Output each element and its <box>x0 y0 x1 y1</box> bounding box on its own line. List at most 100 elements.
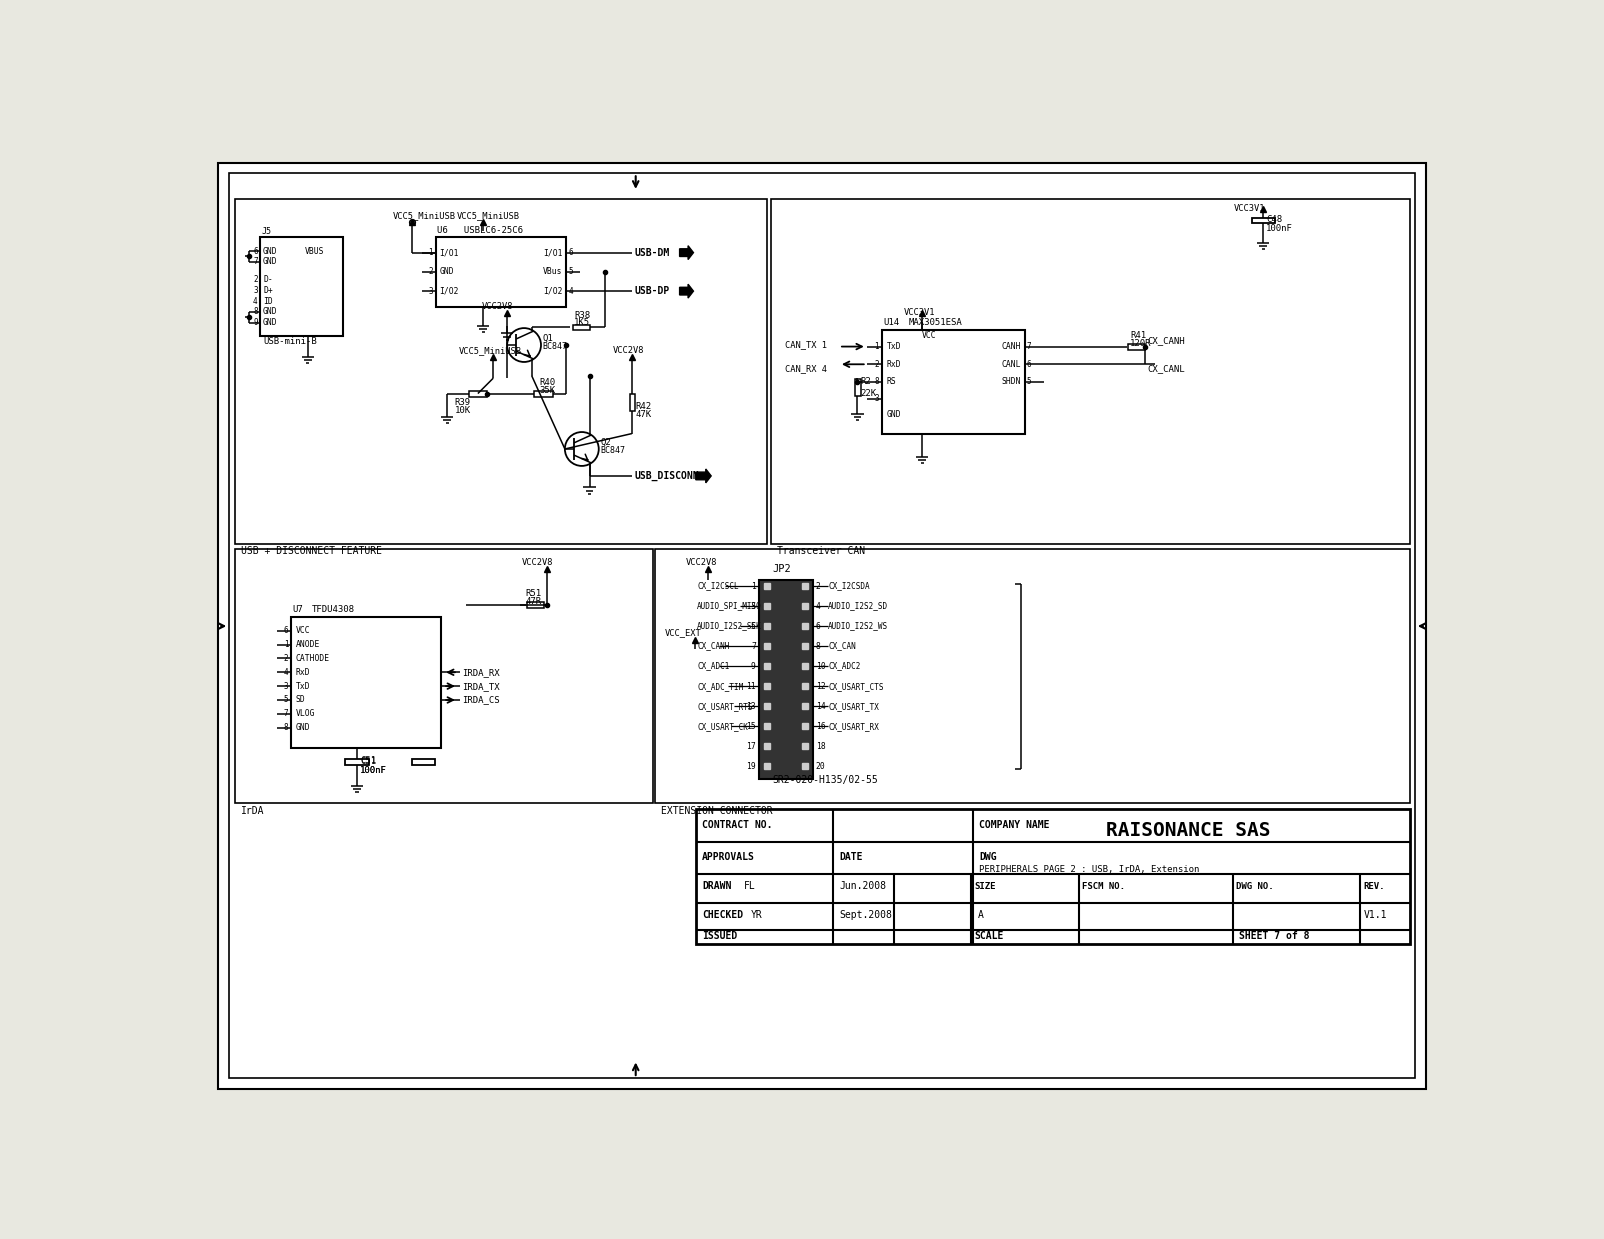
Text: 1: 1 <box>874 342 879 351</box>
Text: C48: C48 <box>1266 216 1283 224</box>
Text: IRDA_CS: IRDA_CS <box>462 695 500 705</box>
Text: J5: J5 <box>261 227 271 235</box>
Text: R51: R51 <box>526 590 542 598</box>
Text: 6: 6 <box>1027 359 1031 369</box>
Text: V1.1: V1.1 <box>1363 909 1387 919</box>
Bar <box>855 379 861 395</box>
Text: DRAWN: DRAWN <box>703 881 731 891</box>
Text: USB_DISCONN: USB_DISCONN <box>634 471 699 481</box>
Text: 9: 9 <box>751 662 755 670</box>
Text: C51: C51 <box>359 756 377 766</box>
Text: 3: 3 <box>751 602 755 611</box>
Text: 8: 8 <box>284 724 289 732</box>
Text: CX_CANH: CX_CANH <box>1147 336 1185 344</box>
Text: 4: 4 <box>253 296 258 306</box>
Text: 1: 1 <box>751 581 755 591</box>
Text: Transceiver CAN: Transceiver CAN <box>778 546 866 556</box>
Text: USB-DP: USB-DP <box>635 286 670 296</box>
Text: 22K: 22K <box>861 389 877 398</box>
Bar <box>290 617 441 748</box>
Text: R39: R39 <box>456 398 472 408</box>
Text: CX_I2CSCL: CX_I2CSCL <box>698 581 739 591</box>
Text: RAISONANCE SAS: RAISONANCE SAS <box>1107 821 1270 840</box>
Text: 2: 2 <box>253 275 258 284</box>
Text: 47R: 47R <box>526 597 542 606</box>
Text: 19: 19 <box>746 762 755 771</box>
Text: MAX3051ESA: MAX3051ESA <box>909 318 962 327</box>
Text: DWG: DWG <box>978 852 996 862</box>
Text: 10K: 10K <box>456 406 472 415</box>
Bar <box>345 760 369 766</box>
Text: CX_CAN: CX_CAN <box>828 642 857 650</box>
Text: TxD: TxD <box>295 681 310 690</box>
Text: CX_USART_CTS: CX_USART_CTS <box>828 681 884 690</box>
Text: 100nF: 100nF <box>359 766 387 774</box>
Text: USB-mini-B: USB-mini-B <box>263 337 316 347</box>
Bar <box>236 549 653 803</box>
Text: SHDN: SHDN <box>1001 378 1020 387</box>
Text: 7: 7 <box>284 710 289 719</box>
Text: CX_USART_RX: CX_USART_RX <box>828 721 879 731</box>
Text: VCC2V8: VCC2V8 <box>613 346 645 354</box>
Text: IRDA_RX: IRDA_RX <box>462 668 500 676</box>
Text: 14: 14 <box>816 701 826 711</box>
Text: BC847: BC847 <box>600 446 626 455</box>
Text: GND: GND <box>295 724 310 732</box>
Text: CANH: CANH <box>1001 342 1020 351</box>
Text: FL: FL <box>744 881 755 891</box>
Text: VCC: VCC <box>922 331 937 341</box>
Text: 1: 1 <box>428 248 433 258</box>
Text: 2: 2 <box>428 268 433 276</box>
Text: VBus: VBus <box>544 268 563 276</box>
Text: VCC_EXT: VCC_EXT <box>666 628 701 637</box>
Text: 100nF: 100nF <box>359 767 387 776</box>
Text: EXTENSION CONNECTOR: EXTENSION CONNECTOR <box>661 805 773 815</box>
Text: 9: 9 <box>253 318 258 327</box>
Text: 47K: 47K <box>635 410 651 419</box>
Bar <box>260 237 343 336</box>
Text: 17: 17 <box>746 742 755 751</box>
Text: APPROVALS: APPROVALS <box>703 852 755 862</box>
Bar <box>1251 218 1275 223</box>
Text: 120R: 120R <box>1131 339 1152 348</box>
Bar <box>1128 344 1145 349</box>
Text: AUDIO_I2S2_SD: AUDIO_I2S2_SD <box>828 602 889 611</box>
Text: COMPANY NAME: COMPANY NAME <box>978 820 1049 830</box>
Text: VCC2V8: VCC2V8 <box>481 302 513 311</box>
Text: CX_USART_TX: CX_USART_TX <box>828 701 879 711</box>
Text: RxD: RxD <box>887 359 901 369</box>
Text: Q2: Q2 <box>600 439 611 447</box>
Text: D+: D+ <box>263 286 273 295</box>
Text: CONTRACT NO.: CONTRACT NO. <box>703 820 773 830</box>
Text: FSCM NO.: FSCM NO. <box>1083 882 1126 891</box>
Text: VCC5_MiniUSB: VCC5_MiniUSB <box>393 211 456 221</box>
Text: CX_CANH: CX_CANH <box>698 642 730 650</box>
Text: VCC5_MiniUSB: VCC5_MiniUSB <box>457 211 520 221</box>
Text: REV.: REV. <box>1363 882 1384 891</box>
Bar <box>654 549 1410 803</box>
Text: BC847: BC847 <box>542 342 568 351</box>
Text: IRDA_TX: IRDA_TX <box>462 681 500 690</box>
Text: CANL: CANL <box>1001 359 1020 369</box>
Text: 12: 12 <box>816 681 826 690</box>
Text: ISSUED: ISSUED <box>703 932 738 942</box>
Text: ID: ID <box>263 296 273 306</box>
Text: 5: 5 <box>569 268 573 276</box>
Text: SHEET 7 of 8: SHEET 7 of 8 <box>1240 932 1310 942</box>
Bar <box>468 392 488 396</box>
Text: 6: 6 <box>569 248 573 258</box>
Text: CX_I2CSDA: CX_I2CSDA <box>828 581 869 591</box>
Text: 5: 5 <box>751 622 755 631</box>
Text: 3: 3 <box>874 394 879 404</box>
Text: TxD: TxD <box>887 342 901 351</box>
Text: RS: RS <box>887 378 897 387</box>
Text: GND: GND <box>263 318 277 327</box>
Text: 100nF: 100nF <box>1266 224 1293 233</box>
Text: YR: YR <box>751 909 764 919</box>
Text: VCC5_MiniUSB: VCC5_MiniUSB <box>459 346 521 354</box>
Text: 15: 15 <box>746 721 755 731</box>
Bar <box>772 198 1410 544</box>
Text: USB + DISCONNECT FEATURE: USB + DISCONNECT FEATURE <box>242 546 382 556</box>
Text: 3: 3 <box>428 286 433 296</box>
Text: A: A <box>977 909 983 919</box>
